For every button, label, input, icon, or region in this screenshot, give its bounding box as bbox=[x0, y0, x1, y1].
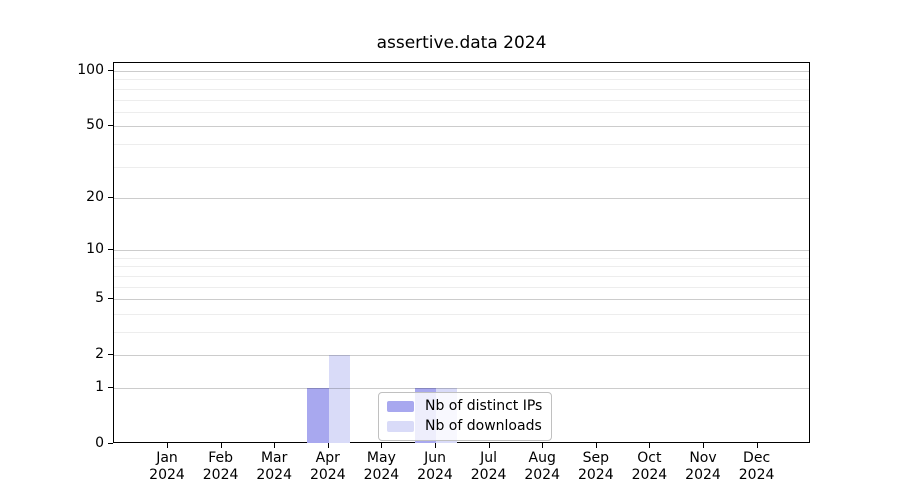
y-tick-mark bbox=[108, 249, 113, 251]
gridline-minor-3 bbox=[114, 332, 809, 333]
x-tick-mark bbox=[703, 443, 704, 448]
bar-apr-distinct-ips bbox=[307, 387, 329, 443]
y-tick-label: 10 bbox=[86, 241, 104, 258]
x-tick-label: Aug 2024 bbox=[524, 450, 560, 483]
gridline-major-20 bbox=[114, 197, 809, 199]
gridline-minor-60 bbox=[114, 111, 809, 113]
x-tick-label: Jun 2024 bbox=[417, 450, 453, 483]
gridline-minor-40 bbox=[114, 143, 809, 145]
x-tick-label: Sep 2024 bbox=[577, 450, 614, 483]
legend: Nb of distinct IPs Nb of downloads bbox=[378, 392, 553, 441]
x-tick-mark bbox=[595, 443, 597, 448]
gridline-minor-70 bbox=[114, 99, 809, 101]
legend-swatch-distinct-ips bbox=[387, 401, 414, 412]
y-tick-label: 0 bbox=[95, 435, 104, 451]
y-tick-mark bbox=[108, 443, 113, 444]
y-tick-mark bbox=[108, 354, 113, 356]
gridline-minor-9 bbox=[114, 257, 809, 259]
x-tick-mark bbox=[488, 443, 490, 448]
x-tick-label: Jul 2024 bbox=[470, 450, 507, 483]
legend-item-downloads: Nb of downloads bbox=[387, 418, 542, 435]
y-tick-label: 50 bbox=[86, 117, 104, 134]
x-tick-mark bbox=[167, 443, 168, 448]
plot-area bbox=[113, 62, 810, 443]
y-tick-mark bbox=[108, 125, 113, 127]
legend-swatch-downloads bbox=[387, 421, 414, 432]
gridline-major-5 bbox=[114, 299, 809, 301]
gridline-minor-90 bbox=[114, 79, 809, 81]
x-tick-mark bbox=[435, 443, 436, 448]
gridline-minor-7 bbox=[114, 275, 809, 277]
x-tick-mark bbox=[327, 443, 329, 448]
y-tick-label: 100 bbox=[77, 62, 104, 78]
gridline-major-1 bbox=[114, 388, 809, 389]
x-tick-label: May 2024 bbox=[363, 450, 400, 483]
gridline-major-100 bbox=[114, 71, 809, 72]
y-tick-label: 1 bbox=[95, 379, 104, 395]
bar-apr-downloads bbox=[328, 355, 351, 443]
gridline-minor-80 bbox=[114, 88, 809, 90]
x-tick-mark bbox=[542, 443, 544, 448]
y-tick-mark bbox=[108, 298, 113, 300]
gridline-minor-4 bbox=[114, 313, 809, 315]
y-tick-label: 5 bbox=[95, 290, 104, 307]
x-tick-label: Nov 2024 bbox=[685, 450, 721, 483]
legend-label-distinct-ips: Nb of distinct IPs bbox=[425, 398, 543, 414]
x-tick-mark bbox=[756, 443, 758, 448]
x-tick-mark bbox=[220, 443, 222, 448]
gridline-minor-30 bbox=[114, 166, 809, 168]
gridline-major-2 bbox=[114, 355, 809, 357]
gridline-minor-8 bbox=[114, 266, 809, 268]
x-tick-label: Oct 2024 bbox=[631, 450, 668, 483]
chart-title: assertive.data 2024 bbox=[376, 33, 547, 53]
x-tick-label: Apr 2024 bbox=[309, 450, 346, 483]
legend-item-distinct-ips: Nb of distinct IPs bbox=[387, 398, 542, 415]
x-tick-label: Jan 2024 bbox=[149, 450, 185, 483]
x-tick-mark bbox=[649, 443, 651, 448]
legend-label-downloads: Nb of downloads bbox=[425, 418, 542, 434]
x-tick-label: Feb 2024 bbox=[202, 450, 239, 483]
y-tick-label: 2 bbox=[95, 346, 104, 363]
y-tick-mark bbox=[108, 196, 113, 198]
gridline-major-10 bbox=[114, 250, 809, 252]
y-tick-label: 20 bbox=[86, 188, 104, 205]
x-tick-label: Dec 2024 bbox=[738, 450, 775, 483]
gridline-minor-6 bbox=[114, 286, 809, 288]
y-tick-mark bbox=[108, 387, 113, 388]
y-tick-mark bbox=[108, 70, 113, 71]
x-tick-mark bbox=[381, 443, 383, 448]
x-tick-label: Mar 2024 bbox=[256, 450, 292, 483]
gridline-major-50 bbox=[114, 126, 809, 128]
x-tick-mark bbox=[274, 443, 276, 448]
